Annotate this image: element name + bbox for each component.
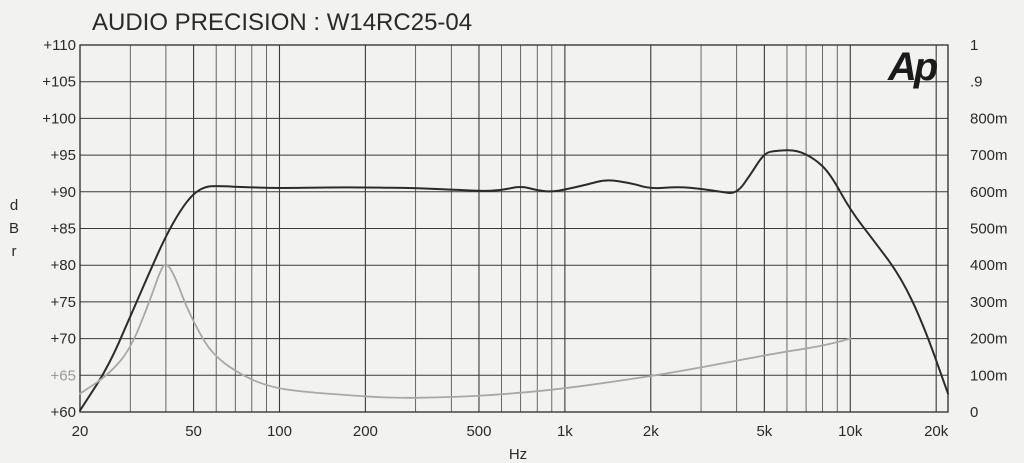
y-right-tick-label: 0	[970, 404, 978, 421]
y-axis-label-char: r	[12, 243, 17, 260]
y-right-tick-label: 400m	[970, 257, 1008, 274]
y-right-tick-label: .9	[970, 74, 983, 91]
x-tick-label: 500	[466, 423, 491, 440]
x-tick-label: 2k	[643, 423, 659, 440]
y-tick-label: +95	[51, 147, 76, 164]
x-tick-label: 20k	[924, 423, 949, 440]
y-right-tick-label: 700m	[970, 147, 1008, 164]
y-tick-label: +85	[51, 221, 76, 238]
x-tick-label: 20	[72, 423, 89, 440]
x-tick-label: 1k	[557, 423, 573, 440]
chart-title: AUDIO PRECISION : W14RC25-04	[92, 9, 472, 36]
y-right-tick-label: 800m	[970, 110, 1008, 127]
y-right-tick-label: 1	[970, 37, 978, 54]
x-tick-label: 100	[267, 423, 292, 440]
x-tick-label: 200	[353, 423, 378, 440]
ap-logo: Ap	[887, 45, 938, 89]
y-tick-label: +65	[51, 367, 76, 384]
grid	[80, 45, 948, 412]
y-right-tick-label: 500m	[970, 221, 1008, 238]
y-right-tick-label: 200m	[970, 331, 1008, 348]
y-tick-label: +110	[43, 37, 76, 54]
y-tick-label: +90	[51, 184, 76, 201]
y-right-tick-label: 300m	[970, 294, 1008, 311]
y-axis-label-char: d	[10, 197, 18, 214]
y-tick-label: +100	[42, 110, 76, 127]
tick-labels: +110 +105 +100 +95 +90 +85 +80 +75 +70 +65 +60 1 .9 8…	[42, 37, 1007, 440]
y-right-tick-label: 100m	[970, 367, 1008, 384]
x-tick-label: 10k	[838, 423, 863, 440]
x-tick-label: 50	[185, 423, 202, 440]
y-tick-label: +70	[51, 331, 76, 348]
distortion-series-line	[79, 263, 852, 399]
y-axis-label: dBr	[9, 197, 19, 260]
y-tick-label: +105	[42, 74, 76, 91]
frequency-response-series-line	[79, 149, 950, 412]
plot-frame	[79, 44, 949, 413]
y-axis-label-char: B	[9, 220, 19, 237]
y-tick-label: +60	[51, 404, 76, 421]
series-group	[79, 149, 950, 412]
y-tick-label: +80	[51, 257, 76, 274]
y-right-tick-label: 600m	[970, 184, 1008, 201]
x-axis-label: Hz	[509, 446, 527, 463]
x-tick-label: 5k	[756, 423, 772, 440]
y-tick-label: +75	[51, 294, 76, 311]
